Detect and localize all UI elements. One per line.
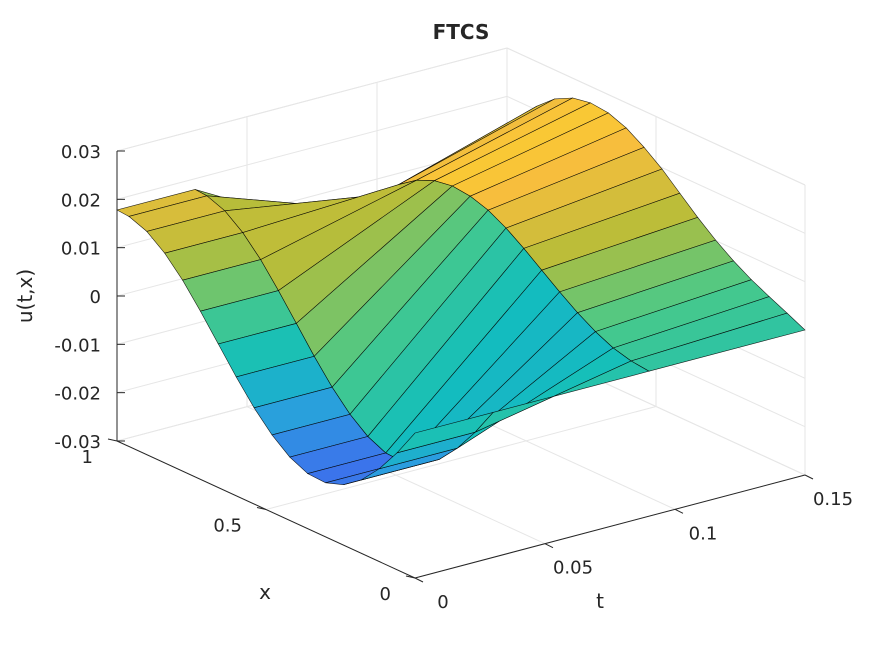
tick-labels: 0 0.05 0.1 0.15 0 0.5 1-0.03 -0.02 -0.01 0 0.01 0.0…	[54, 142, 853, 613]
t-tick-mark	[544, 543, 554, 549]
grid-line-z-back	[116, 95, 508, 200]
z-tick-label: -0.02	[54, 384, 101, 405]
z-tick-label: -0.03	[54, 432, 101, 453]
surface-mesh	[116, 97, 806, 486]
z-tick-label: 0.02	[61, 190, 101, 211]
x-tick-label: 1	[82, 447, 93, 468]
grid-line-x-floor	[265, 406, 657, 510]
z-tick-label: 0.01	[61, 239, 101, 260]
t-tick-mark	[804, 474, 814, 480]
x-tick-mark	[256, 507, 267, 510]
z-tick-label: 0.03	[61, 142, 101, 163]
axes	[107, 150, 814, 583]
t-axis-line	[414, 474, 806, 579]
z-tick-label: -0.01	[54, 335, 101, 356]
x-tick-label: 0	[380, 584, 391, 605]
t-tick-mark	[674, 508, 684, 514]
x-axis-label: x	[259, 580, 271, 604]
t-tick-label: 0	[437, 592, 448, 613]
t-tick-label: 0.1	[689, 523, 718, 544]
z-axis-label: u(t,x)	[13, 269, 37, 323]
x-tick-mark	[405, 575, 416, 579]
t-tick-label: 0.05	[553, 558, 593, 579]
grid-edge	[506, 47, 806, 186]
surface-patch	[396, 411, 494, 454]
z-tick-label: 0	[90, 287, 101, 308]
grid-edge	[116, 47, 508, 152]
chart-title: FTCS	[433, 20, 490, 44]
t-tick-label: 0.15	[813, 489, 853, 510]
x-tick-label: 0.5	[213, 516, 242, 537]
x-tick-mark	[107, 438, 118, 442]
t-axis-label: t	[596, 589, 604, 613]
t-tick-mark	[414, 577, 424, 583]
